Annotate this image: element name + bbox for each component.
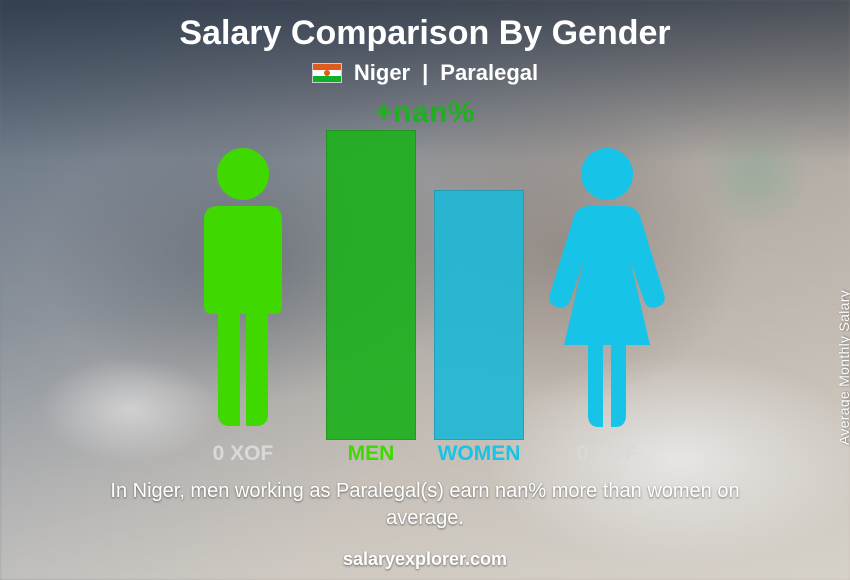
- man-icon: [178, 140, 308, 440]
- men-bar: [326, 130, 416, 440]
- subtitle-country: Niger: [354, 60, 410, 86]
- men-icon-col: [178, 140, 308, 440]
- subtitle-sep: |: [422, 60, 428, 86]
- footer-source: salaryexplorer.com: [0, 549, 850, 570]
- subtitle-job: Paralegal: [440, 60, 538, 86]
- women-bar-col: [434, 190, 524, 440]
- flag-band-bot: [313, 76, 341, 82]
- men-value: 0 XOF: [178, 442, 308, 466]
- men-label: MEN: [326, 442, 416, 466]
- flag-disc: [324, 70, 330, 76]
- men-bar-col: [326, 130, 416, 440]
- infographic-stage: Salary Comparison By Gender Niger | Para…: [0, 0, 850, 580]
- page-title: Salary Comparison By Gender: [0, 14, 850, 53]
- flag-icon: [312, 63, 342, 83]
- women-bar: [434, 190, 524, 440]
- label-row: 0 XOF MEN WOMEN 0 XOF: [0, 442, 850, 466]
- y-axis-label: Average Monthly Salary: [836, 290, 850, 445]
- woman-icon: [542, 140, 672, 440]
- women-icon-col: [542, 140, 672, 440]
- subtitle-row: Niger | Paralegal: [0, 60, 850, 86]
- chart-area: [0, 130, 850, 440]
- percent-difference-label: +nan%: [0, 96, 850, 130]
- women-label: WOMEN: [434, 442, 524, 466]
- women-value: 0 XOF: [542, 442, 672, 466]
- caption-text: In Niger, men working as Paralegal(s) ea…: [70, 478, 780, 532]
